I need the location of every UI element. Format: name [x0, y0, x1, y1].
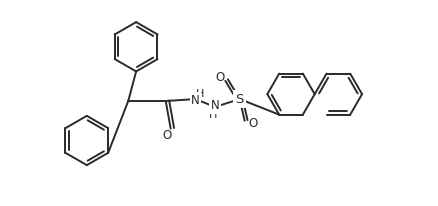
Text: N: N [191, 94, 199, 107]
Text: O: O [247, 117, 257, 130]
Text: S: S [235, 92, 244, 105]
Text: H: H [196, 89, 204, 99]
Text: N: N [210, 99, 219, 112]
Text: H: H [208, 110, 217, 120]
Text: O: O [215, 71, 224, 84]
Text: O: O [162, 129, 171, 142]
